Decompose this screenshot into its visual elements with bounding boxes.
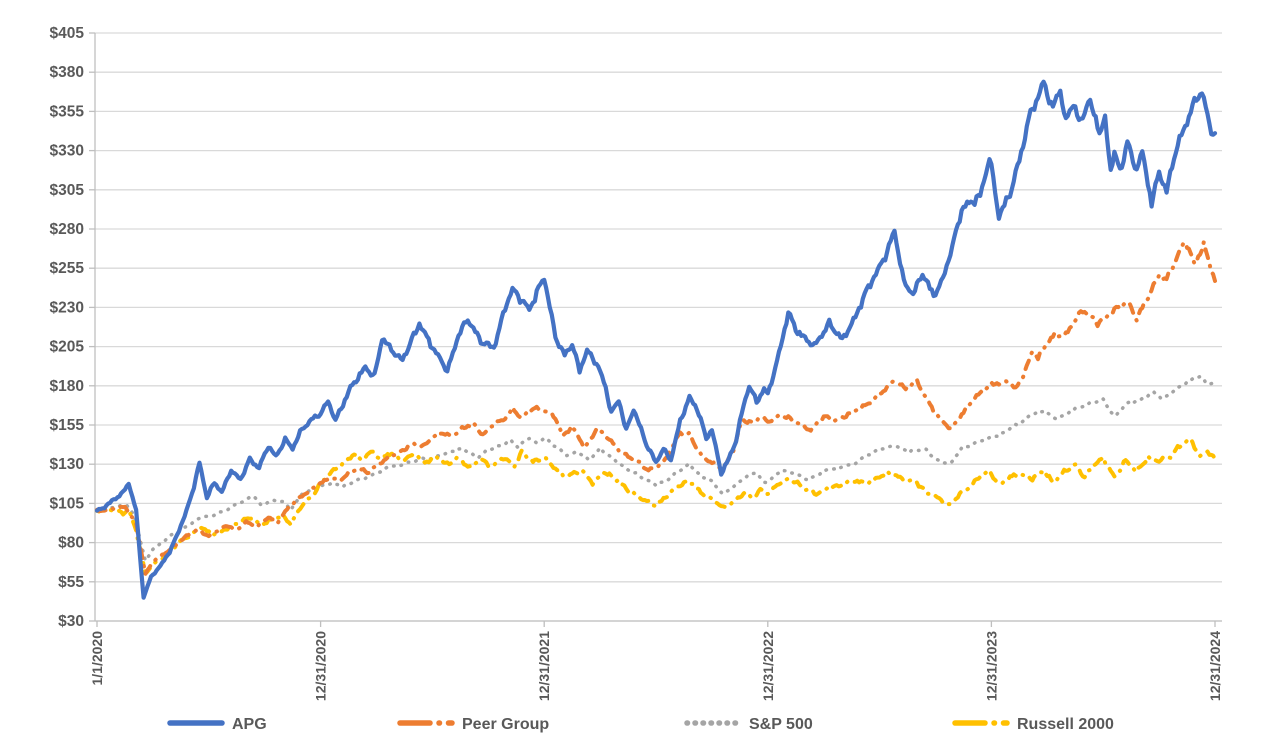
x-tick-label: 12/31/2022 — [760, 631, 776, 701]
y-tick-label: $355 — [50, 103, 85, 120]
y-tick-label: $30 — [58, 613, 84, 630]
y-tick-label: $305 — [50, 182, 85, 199]
legend-label-russell-2000: Russell 2000 — [1017, 716, 1114, 733]
y-tick-label: $130 — [50, 456, 84, 473]
series-line-russell-2000 — [95, 436, 1217, 576]
legend-label-peer-group: Peer Group — [462, 716, 549, 733]
y-tick-label: $380 — [50, 64, 84, 81]
y-tick-label: $205 — [50, 339, 85, 356]
y-tick-label: $230 — [50, 299, 84, 316]
series-line-peer-group — [95, 240, 1217, 576]
legend-label-apg: APG — [232, 716, 267, 733]
x-tick-label: 12/31/2024 — [1207, 631, 1223, 701]
y-tick-label: $330 — [50, 143, 84, 160]
y-tick-label: $55 — [58, 574, 84, 591]
y-tick-label: $80 — [58, 535, 84, 552]
x-tick-label: 12/31/2021 — [536, 631, 552, 701]
y-tick-label: $180 — [50, 378, 84, 395]
x-tick-label: 12/31/2020 — [313, 631, 329, 701]
y-tick-label: $255 — [50, 260, 85, 277]
x-tick-label: 12/31/2023 — [983, 631, 999, 701]
x-tick-label: 1/1/2020 — [89, 631, 105, 686]
legend-label-s-p-500: S&P 500 — [749, 716, 813, 733]
series-line-s-p-500 — [95, 374, 1217, 563]
y-tick-label: $105 — [50, 495, 85, 512]
y-tick-label: $155 — [50, 417, 85, 434]
y-tick-label: $280 — [50, 221, 84, 238]
series-line-apg — [94, 79, 1218, 600]
y-tick-label: $405 — [50, 25, 85, 42]
